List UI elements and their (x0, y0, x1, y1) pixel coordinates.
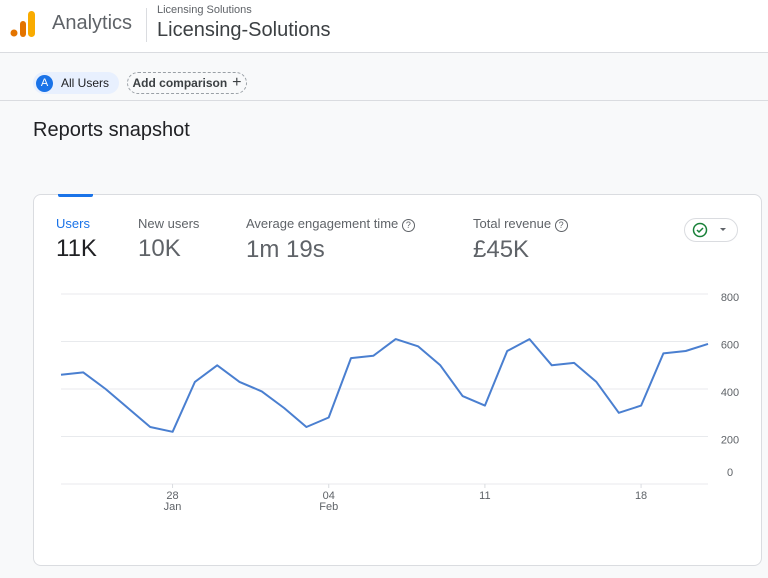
add-comparison[interactable]: Add comparison + (127, 72, 247, 94)
metric-label: Total revenue (473, 216, 552, 231)
x-tick-label: Jan (164, 501, 182, 513)
metric-label: Users (56, 216, 90, 231)
metric-value: 10K (138, 235, 181, 262)
property-name[interactable]: Licensing-Solutions (157, 19, 331, 41)
metric-tab[interactable]: New users 10K (138, 216, 199, 263)
metric-label: Average engagement time (246, 216, 399, 231)
x-tick-label: Feb (319, 501, 338, 513)
page-title: Reports snapshot (33, 119, 190, 141)
metric-value: £45K (473, 236, 530, 263)
x-tick-label: 11 (479, 490, 490, 502)
plus-icon: + (232, 74, 242, 91)
segment-label: All Users (61, 76, 110, 90)
logo (10, 11, 35, 37)
add-comparison-label: Add comparison (132, 76, 228, 90)
x-tick-label: 28 (166, 490, 178, 502)
check-icon (692, 222, 726, 238)
data-line (60, 338, 709, 433)
metric-label: New users (138, 216, 200, 231)
product-name: Analytics (52, 12, 133, 34)
segment-badge: A (36, 74, 53, 92)
y-tick-label: 800 (721, 292, 739, 304)
y-tick-label: 400 (721, 387, 739, 399)
metric-value: 1m 19s (246, 236, 325, 263)
y-tick-label: 600 (721, 340, 739, 352)
account-name[interactable]: Licensing Solutions (157, 4, 252, 16)
metric-tab[interactable]: Average engagement time ? 1m 19s (246, 216, 415, 264)
metric-tab[interactable]: Total revenue ? £45K (473, 216, 568, 264)
info-icon[interactable]: ? (554, 219, 568, 232)
info-icon[interactable]: ? (401, 219, 415, 232)
selected-tab-indicator (58, 194, 93, 197)
compare-button[interactable] (684, 218, 738, 242)
metric-value: 11K (56, 235, 97, 262)
x-tick-label: 18 (635, 490, 647, 502)
divider (0, 100, 768, 101)
header: Analytics Licensing Solutions Licensing-… (0, 0, 768, 53)
metric-tab[interactable]: Users 11K (56, 216, 97, 263)
card: Users 11K New users 10K Average engageme… (33, 194, 762, 566)
divider (146, 8, 147, 42)
y-tick-label: 0 (727, 467, 733, 479)
segment-chip[interactable]: A All Users (33, 72, 119, 94)
x-tick-label: 04 (323, 490, 335, 502)
y-tick-label: 200 (721, 435, 739, 447)
